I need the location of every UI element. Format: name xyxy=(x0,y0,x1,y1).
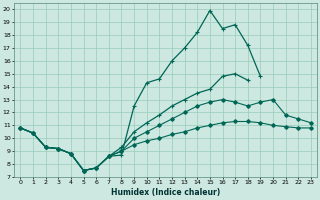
X-axis label: Humidex (Indice chaleur): Humidex (Indice chaleur) xyxy=(111,188,220,197)
